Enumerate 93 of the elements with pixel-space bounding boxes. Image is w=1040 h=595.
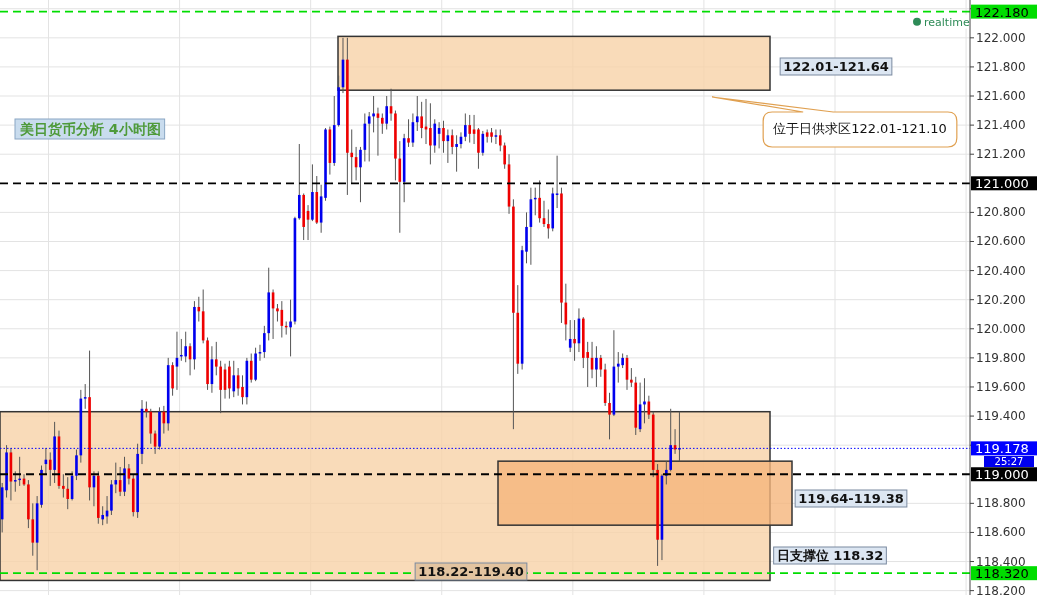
candlestick: [595, 345, 598, 388]
ref-line-label: 119.000: [975, 467, 1029, 483]
y-tick-label: 118.200: [976, 583, 1026, 595]
y-tick-label: 120.400: [976, 263, 1026, 278]
candlestick: [429, 102, 432, 165]
candlestick: [381, 112, 384, 135]
candlestick: [48, 451, 52, 487]
y-tick-label: 121.200: [976, 147, 1026, 162]
candlestick: [468, 114, 472, 144]
candlestick: [114, 462, 118, 494]
annotation: 日支撑位 118.32: [776, 548, 884, 563]
candlestick: [464, 112, 467, 142]
candlestick: [494, 128, 498, 145]
ref-line-label: 119.178: [975, 441, 1029, 457]
candlestick: [149, 408, 153, 445]
y-tick-label: 118.600: [976, 525, 1026, 540]
candlestick: [171, 361, 174, 397]
candlestick: [472, 114, 476, 145]
candlestick: [83, 383, 87, 410]
y-tick-label: 119.800: [976, 350, 1026, 365]
candlestick: [258, 344, 262, 362]
y-tick-label: 121.600: [976, 89, 1026, 104]
y-tick-label: 121.400: [976, 118, 1026, 133]
candlestick: [289, 299, 292, 357]
candlestick: [350, 128, 354, 184]
candlestick: [263, 325, 266, 359]
y-tick-label: 119.600: [976, 379, 1026, 394]
candlestick: [13, 470, 17, 493]
candlestick: [433, 118, 437, 154]
candlestick: [678, 411, 681, 462]
ref-line-label: 122.180: [975, 4, 1029, 20]
band-label: 119.64-119.38: [798, 491, 904, 506]
candlestick: [359, 146, 362, 203]
candlestick: [420, 101, 423, 139]
band-label: 122.01-121.64: [779, 57, 893, 76]
candlestick: [616, 351, 620, 384]
candlestick: [442, 120, 445, 154]
candlestick: [415, 95, 419, 132]
band-label: 122.01-121.64: [783, 59, 889, 74]
text: 25:27: [994, 456, 1024, 467]
y-tick-label: 119.400: [976, 409, 1026, 424]
y-tick-label: 122.000: [976, 30, 1026, 45]
candlestick: [547, 208, 550, 240]
candlestick: [184, 331, 188, 363]
y-tick-label: 120.000: [976, 321, 1026, 336]
candlestick: [219, 360, 222, 414]
candlestick: [568, 319, 572, 353]
candlestick: [538, 179, 541, 224]
y-tick-label: 118.400: [976, 554, 1026, 569]
candlestick: [101, 505, 104, 526]
candlestick: [608, 392, 611, 440]
candlestick: [372, 95, 375, 133]
candlestick: [367, 111, 371, 162]
title: 美日货币分析 4小时图: [14, 118, 166, 140]
candlestick: [297, 143, 301, 221]
callout: 位于日供求区122.01-121.10: [711, 96, 958, 148]
y-tick-label: 120.800: [976, 205, 1026, 220]
candlestick: [75, 449, 78, 481]
y-tick-label: 120.200: [976, 292, 1026, 307]
y-tick-label: 120.600: [976, 234, 1026, 249]
band-label: 119.64-119.38: [794, 489, 908, 508]
ref-line-label: 121.000: [975, 176, 1029, 192]
candlestick: [407, 118, 410, 148]
candlestick: [630, 367, 633, 388]
annotation: realtime: [924, 15, 970, 29]
candlestick: [123, 456, 126, 497]
candlestick: [249, 353, 253, 384]
candlestick: [228, 360, 231, 400]
candlestick: [31, 502, 35, 557]
candlestick: [66, 476, 70, 510]
band-label: 118.22-119.40: [418, 564, 524, 579]
y-tick-label: 121.800: [976, 59, 1026, 74]
candlestick: [197, 296, 201, 322]
ref-line-label: 118.320: [975, 566, 1029, 582]
candlestick: [477, 127, 480, 170]
candlestick: [62, 473, 65, 499]
candlestick: [555, 155, 559, 209]
candlestick: [503, 142, 506, 170]
candlestick: [214, 341, 218, 376]
candlestick: [232, 360, 236, 398]
candlestick: [385, 95, 388, 130]
candlestick: [241, 374, 244, 405]
candlestick: [573, 319, 576, 362]
y-tick-label: 118.800: [976, 496, 1026, 511]
candlestick: [455, 134, 458, 173]
band-label: 118.22-119.40: [414, 562, 528, 581]
candlestick: [673, 428, 677, 455]
candlestick: [450, 128, 454, 155]
candlestick: [376, 107, 380, 157]
candlestick: [599, 354, 603, 378]
annotation: 位于日供求区122.01-121.10: [773, 121, 947, 136]
candlestick: [398, 140, 402, 234]
candlestick: [498, 128, 502, 152]
